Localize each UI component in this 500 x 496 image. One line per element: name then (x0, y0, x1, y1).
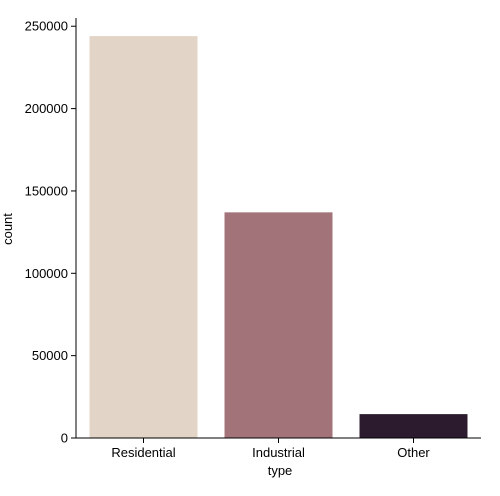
y-axis-label: count (0, 213, 15, 245)
x-axis-ticks: Residential Industrial Other (111, 438, 430, 460)
y-tick-label: 50000 (32, 348, 68, 363)
x-tick-label: Residential (111, 445, 175, 460)
y-axis-ticks: 0 50000 100000 150000 200000 250000 (25, 19, 76, 446)
bar-residential (89, 36, 198, 439)
y-tick-label: 250000 (25, 19, 68, 34)
x-axis-label: type (268, 463, 293, 478)
x-tick-label: Other (397, 445, 430, 460)
y-tick-label: 200000 (25, 101, 68, 116)
bar-industrial (224, 212, 333, 438)
bars-layer (89, 36, 468, 439)
y-tick-label: 150000 (25, 183, 68, 198)
y-tick-label: 0 (61, 431, 68, 446)
y-tick-label: 100000 (25, 266, 68, 281)
x-tick-label: Industrial (252, 445, 305, 460)
bar-other (359, 414, 468, 438)
